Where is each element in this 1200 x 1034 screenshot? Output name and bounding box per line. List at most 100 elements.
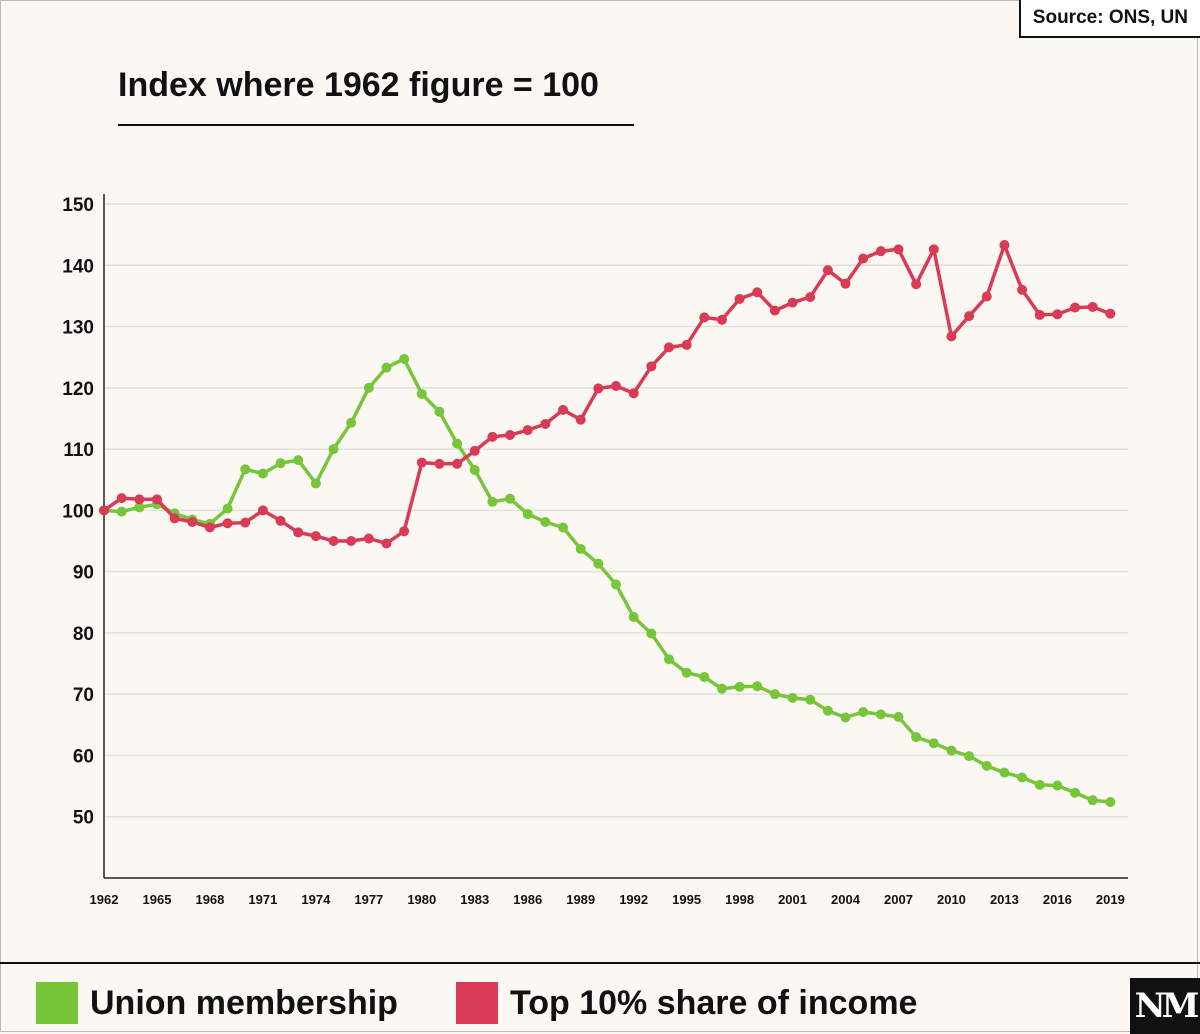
data-point-union-membership	[946, 745, 957, 756]
data-point-top-10-share-of-income	[346, 536, 357, 546]
x-tick-label: 2019	[1096, 892, 1125, 907]
data-point-top-10-share-of-income	[558, 404, 569, 415]
y-tick-label: 110	[63, 440, 94, 461]
data-point-union-membership	[434, 406, 445, 417]
data-point-union-membership	[752, 681, 763, 692]
data-point-top-10-share-of-income	[911, 279, 922, 290]
data-point-top-10-share-of-income	[734, 293, 745, 304]
data-point-top-10-share-of-income	[293, 527, 304, 538]
x-tick-label: 2004	[831, 892, 861, 907]
x-tick-label: 1983	[460, 892, 489, 907]
data-point-union-membership	[734, 681, 745, 692]
data-point-top-10-share-of-income	[611, 380, 621, 391]
y-tick-label: 60	[73, 746, 94, 767]
data-point-union-membership	[416, 388, 427, 399]
data-point-union-membership	[822, 705, 833, 716]
data-point-top-10-share-of-income	[999, 240, 1010, 251]
x-tick-label: 1971	[248, 892, 277, 907]
x-tick-label: 1974	[301, 892, 331, 907]
y-tick-label: 90	[73, 563, 94, 584]
data-point-top-10-share-of-income	[981, 291, 992, 302]
y-tick-label: 80	[73, 624, 94, 645]
y-tick-label: 50	[73, 808, 94, 829]
data-point-top-10-share-of-income	[946, 331, 957, 342]
x-tick-label: 1989	[566, 892, 595, 907]
data-point-top-10-share-of-income	[416, 457, 427, 468]
data-point-union-membership	[893, 711, 904, 722]
data-point-top-10-share-of-income	[310, 531, 321, 542]
data-point-union-membership	[981, 760, 992, 771]
data-point-union-membership	[575, 543, 586, 554]
data-point-union-membership	[346, 417, 357, 428]
data-point-union-membership	[928, 738, 939, 749]
data-point-top-10-share-of-income	[858, 253, 869, 264]
data-point-union-membership	[611, 579, 621, 590]
data-point-top-10-share-of-income	[116, 493, 127, 504]
data-point-top-10-share-of-income	[257, 505, 268, 516]
data-point-top-10-share-of-income	[204, 522, 215, 533]
data-point-union-membership	[628, 611, 639, 622]
x-tick-label: 1986	[513, 892, 542, 907]
data-point-union-membership	[310, 478, 321, 489]
data-point-top-10-share-of-income	[169, 513, 180, 524]
data-point-top-10-share-of-income	[875, 246, 886, 257]
data-point-union-membership	[328, 444, 339, 455]
data-point-top-10-share-of-income	[434, 458, 445, 469]
data-point-union-membership	[116, 506, 127, 517]
legend: Union membership Top 10% share of income	[0, 962, 1200, 1034]
x-tick-label: 1977	[354, 892, 383, 907]
data-point-union-membership	[964, 751, 975, 762]
data-point-top-10-share-of-income	[716, 314, 727, 325]
series-line-top-10-share-of-income	[103, 243, 1111, 546]
legend-label-top-10-share: Top 10% share of income	[510, 983, 918, 1022]
data-point-top-10-share-of-income	[452, 458, 463, 469]
series-line-union-membership	[103, 357, 1111, 804]
data-point-top-10-share-of-income	[575, 414, 586, 425]
data-point-union-membership	[681, 667, 692, 678]
data-point-top-10-share-of-income	[222, 518, 233, 529]
data-point-top-10-share-of-income	[752, 287, 763, 298]
data-point-top-10-share-of-income	[840, 278, 851, 289]
data-point-union-membership	[363, 382, 374, 393]
x-tick-label: 2001	[778, 892, 807, 907]
x-tick-label: 2010	[937, 892, 966, 907]
data-point-top-10-share-of-income	[1087, 301, 1098, 312]
data-point-top-10-share-of-income	[134, 494, 145, 505]
data-point-union-membership	[452, 438, 463, 449]
data-point-union-membership	[805, 694, 816, 705]
data-point-union-membership	[1070, 787, 1081, 798]
data-point-top-10-share-of-income	[1105, 308, 1116, 319]
data-point-union-membership	[1034, 779, 1045, 790]
data-point-union-membership	[1017, 772, 1028, 783]
data-point-top-10-share-of-income	[522, 425, 533, 436]
data-point-union-membership	[858, 706, 869, 717]
y-tick-label: 140	[62, 256, 94, 277]
y-tick-label: 70	[73, 685, 94, 706]
data-point-top-10-share-of-income	[540, 418, 551, 429]
data-point-top-10-share-of-income	[805, 292, 816, 303]
data-point-union-membership	[522, 509, 533, 520]
data-point-top-10-share-of-income	[1034, 309, 1045, 320]
x-tick-label: 1962	[90, 892, 119, 907]
legend-item-top-10-share: Top 10% share of income	[456, 982, 917, 1024]
legend-swatch-top-10-share	[456, 982, 498, 1024]
data-point-union-membership	[134, 502, 145, 513]
data-point-union-membership	[293, 455, 304, 466]
data-point-union-membership	[663, 654, 674, 665]
x-tick-label: 1980	[407, 892, 436, 907]
x-tick-label: 2013	[990, 892, 1019, 907]
data-point-union-membership	[593, 558, 604, 569]
data-point-union-membership	[699, 672, 710, 683]
data-point-top-10-share-of-income	[787, 297, 798, 308]
x-tick-label: 1995	[672, 892, 701, 907]
x-tick-label: 1968	[195, 892, 224, 907]
x-tick-label: 1992	[619, 892, 648, 907]
data-point-top-10-share-of-income	[769, 305, 780, 316]
legend-swatch-union-membership	[36, 982, 78, 1024]
data-point-union-membership	[240, 464, 251, 475]
x-tick-label: 2007	[884, 892, 913, 907]
y-tick-label: 150	[62, 195, 94, 216]
data-point-union-membership	[1105, 797, 1116, 808]
data-point-top-10-share-of-income	[663, 342, 674, 353]
